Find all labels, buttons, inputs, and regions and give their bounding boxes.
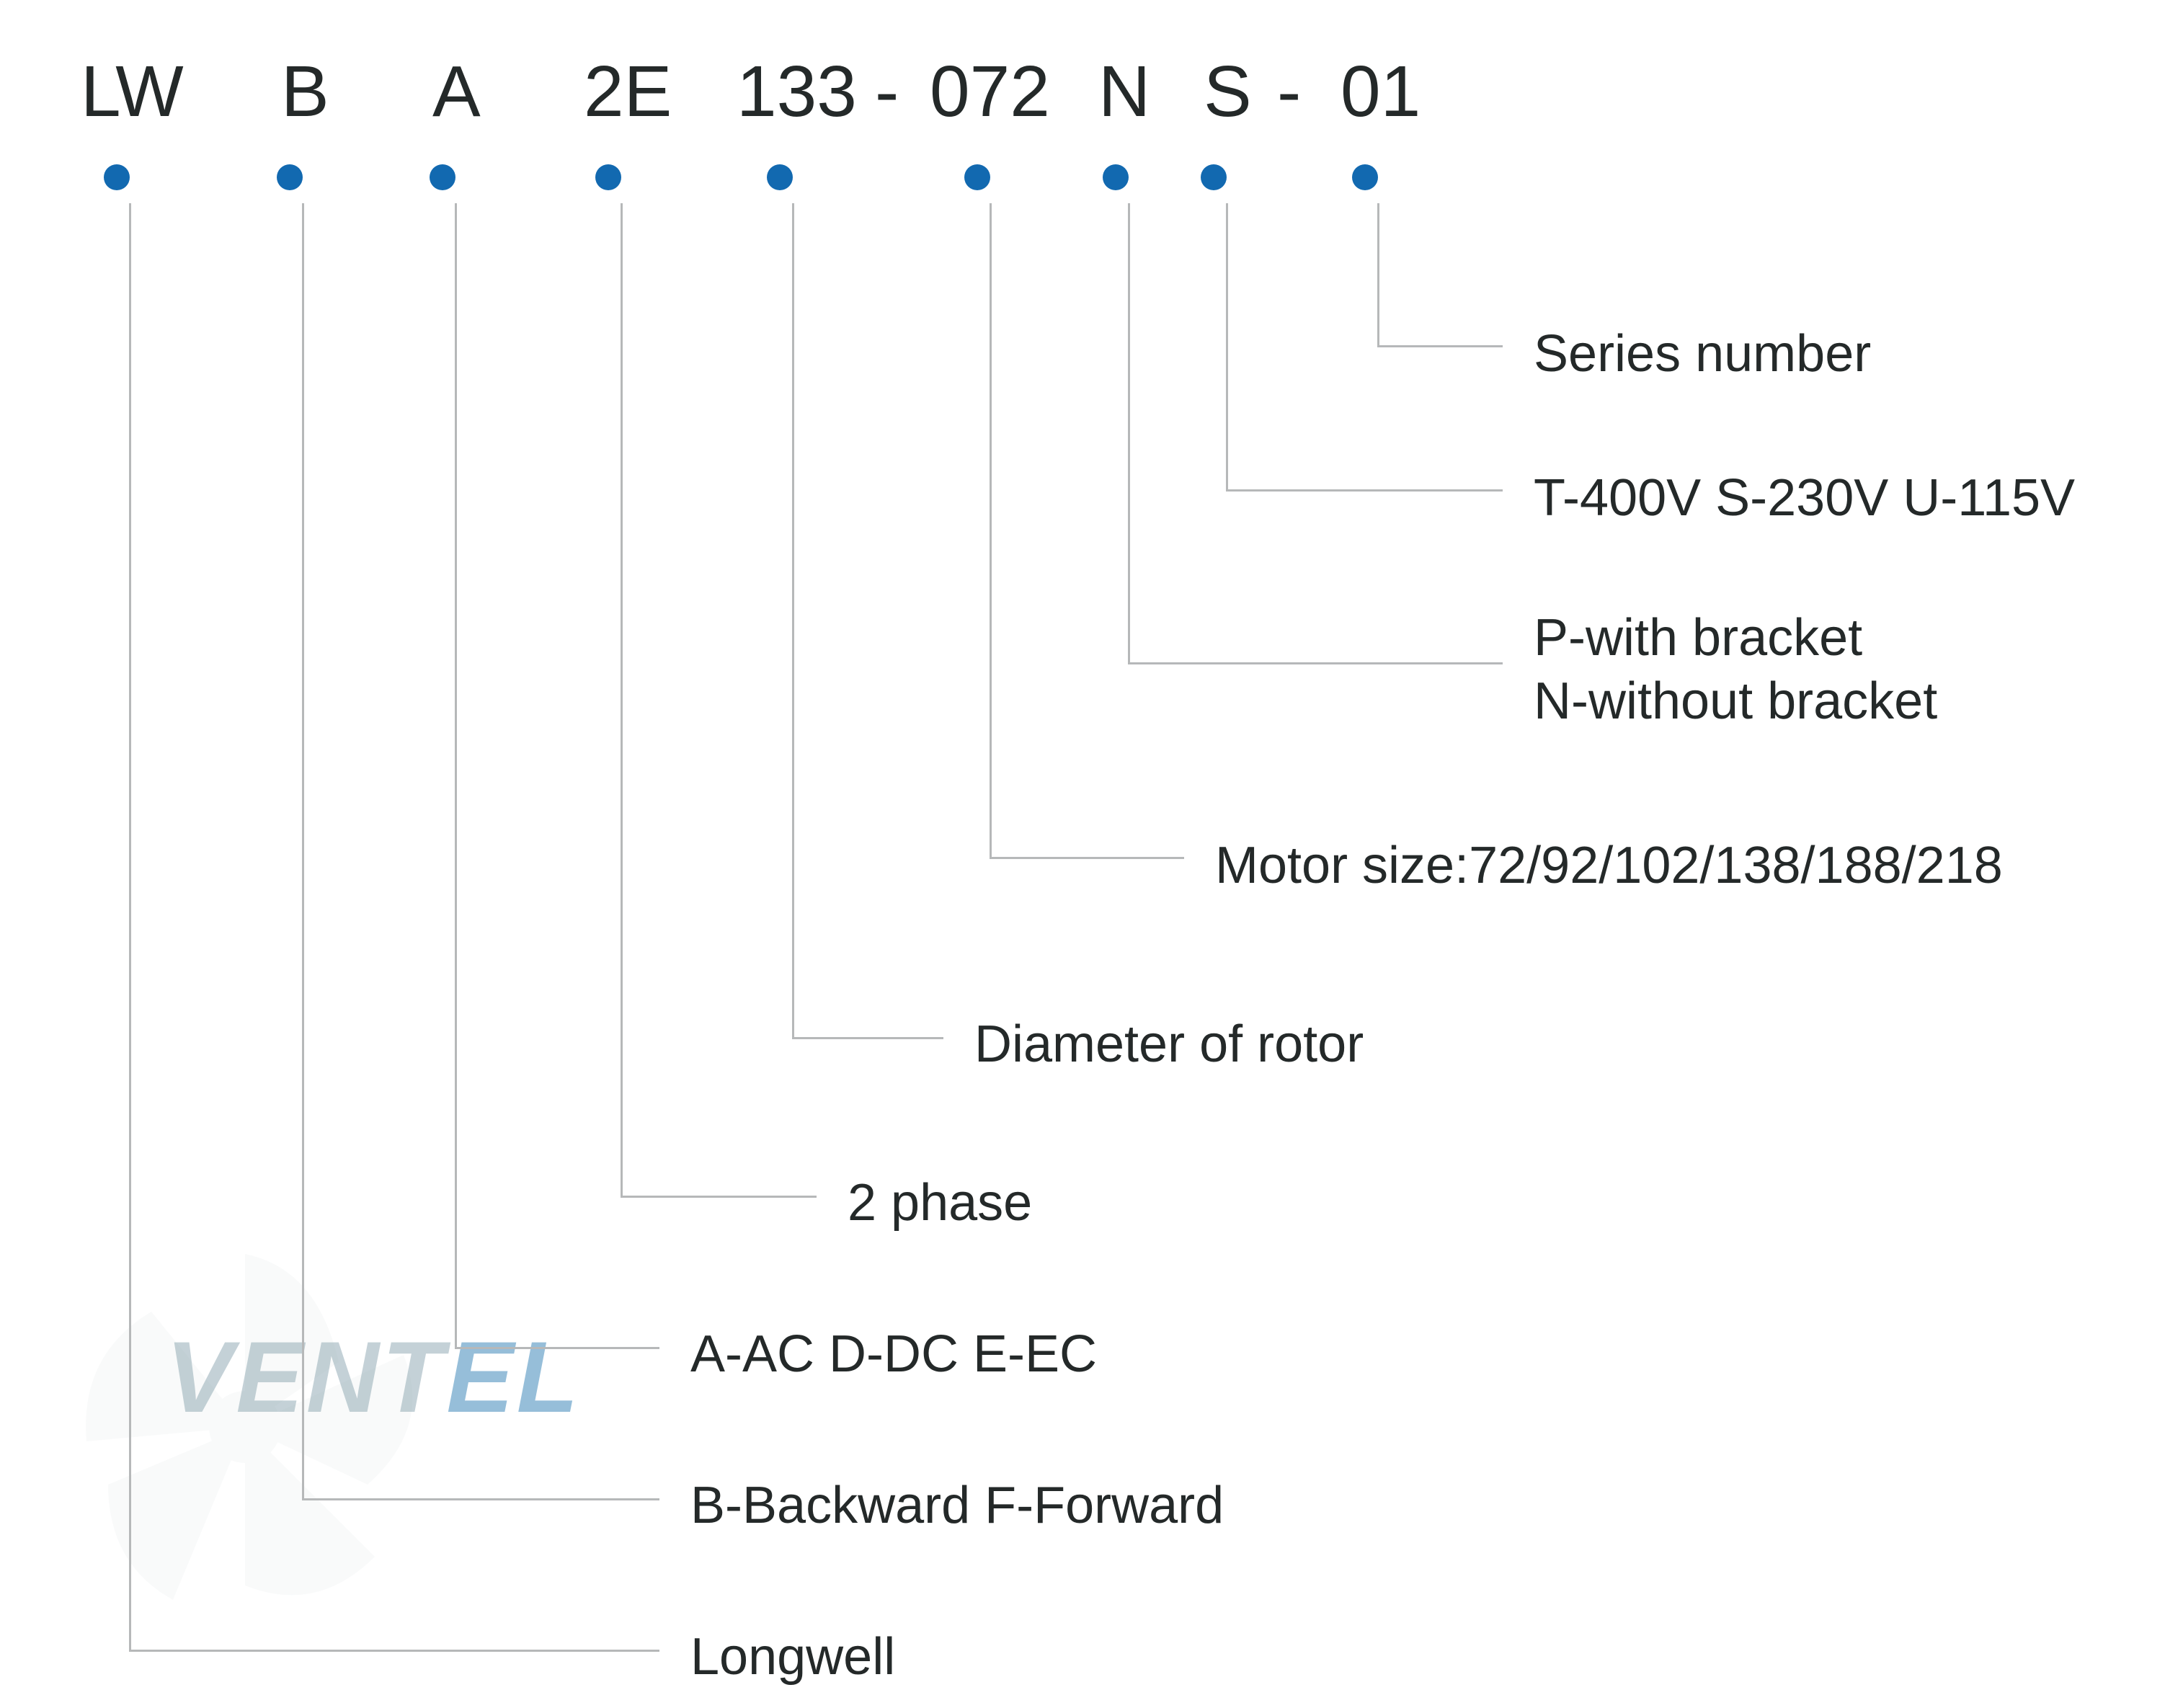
code-segment-0: LW	[81, 50, 184, 133]
vline-8	[129, 203, 131, 1650]
hline-5	[621, 1196, 817, 1198]
vline-2	[1128, 203, 1130, 663]
dot-2	[430, 164, 455, 190]
vline-5	[621, 203, 623, 1196]
vline-3	[990, 203, 992, 858]
vline-0	[1377, 203, 1379, 346]
hline-6	[455, 1347, 659, 1349]
dot-3	[595, 164, 621, 190]
code-segment-2: A	[432, 50, 481, 133]
watermark-text: VENTEL	[166, 1319, 581, 1436]
callout-label-8: Longwell	[690, 1627, 895, 1686]
watermark-main: VENT	[166, 1320, 446, 1433]
diagram-container: VENTEL LWBA2E133-072NS-01 Series numberT…	[0, 0, 2165, 1708]
callout-label-7: B-Backward F-Forward	[690, 1476, 1224, 1535]
code-segment-4: 133	[737, 50, 857, 133]
watermark-accent: EL	[446, 1320, 581, 1433]
callout-label-2-line2: N-without bracket	[1534, 672, 1937, 731]
code-segment-3: 2E	[584, 50, 672, 133]
code-segment-8: S	[1204, 50, 1252, 133]
dot-7	[1201, 164, 1227, 190]
code-segment-7: N	[1098, 50, 1150, 133]
dot-1	[277, 164, 303, 190]
code-segment-10: 01	[1341, 50, 1421, 133]
callout-label-2: P-with bracket	[1534, 608, 1862, 667]
callout-label-1: T-400V S-230V U-115V	[1534, 468, 2075, 528]
vline-1	[1226, 203, 1228, 490]
dot-0	[104, 164, 130, 190]
code-segment-9: -	[1277, 50, 1301, 133]
code-segment-6: 072	[930, 50, 1050, 133]
dot-4	[767, 164, 793, 190]
dot-5	[964, 164, 990, 190]
hline-8	[129, 1650, 659, 1652]
callout-label-3: Motor size:72/92/102/138/188/218	[1215, 836, 2003, 895]
code-segment-1: B	[281, 50, 329, 133]
hline-1	[1226, 489, 1503, 492]
callout-label-4: Diameter of rotor	[974, 1015, 1364, 1074]
callout-label-0: Series number	[1534, 324, 1871, 383]
callout-label-5: 2 phase	[848, 1173, 1032, 1232]
callout-label-6: A-AC D-DC E-EC	[690, 1325, 1097, 1384]
hline-2	[1128, 662, 1503, 664]
hline-4	[792, 1037, 943, 1039]
code-segment-5: -	[875, 50, 899, 133]
vline-4	[792, 203, 794, 1038]
vline-6	[455, 203, 457, 1348]
dot-8	[1352, 164, 1378, 190]
hline-0	[1377, 345, 1503, 347]
dot-6	[1103, 164, 1129, 190]
hline-3	[990, 857, 1184, 859]
hline-7	[302, 1498, 659, 1500]
vline-7	[302, 203, 304, 1499]
